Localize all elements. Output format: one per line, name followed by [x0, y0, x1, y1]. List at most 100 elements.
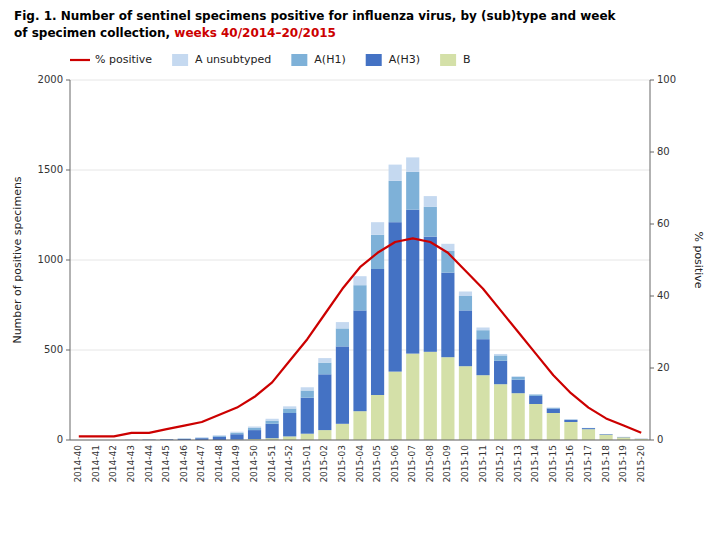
- legend-label: A unsubtyped: [195, 53, 271, 66]
- bar: [547, 407, 560, 408]
- bar: [301, 387, 314, 390]
- bar: [371, 395, 384, 440]
- y-tick-label: 0: [57, 434, 63, 445]
- bar: [389, 372, 402, 440]
- bar: [617, 436, 630, 437]
- y2-tick: [650, 368, 654, 369]
- bar: [459, 296, 472, 310]
- bar: [599, 435, 612, 440]
- bar: [494, 384, 507, 440]
- bar: [389, 181, 402, 222]
- bar: [353, 310, 366, 411]
- x-tick-label: 2014-47: [196, 445, 206, 483]
- bar: [424, 196, 437, 207]
- legend-label: % positive: [95, 53, 152, 66]
- bar: [599, 434, 612, 436]
- title-part: of specimen collection,: [14, 26, 174, 40]
- x-tick-label: 2015-02: [319, 445, 329, 483]
- bar: [336, 424, 349, 440]
- bar: [248, 430, 261, 439]
- y-tick-label: 1500: [38, 164, 63, 175]
- y-tick: [66, 80, 70, 81]
- bar: [389, 165, 402, 181]
- bar: [283, 413, 296, 436]
- x-tick-label: 2015-16: [565, 445, 575, 483]
- x-axis: [70, 440, 650, 441]
- y-tick: [66, 440, 70, 441]
- bar: [599, 434, 612, 435]
- x-tick-label: 2015-10: [460, 445, 470, 483]
- legend-swatch: [366, 54, 382, 66]
- bar: [178, 438, 191, 439]
- grid-line: [70, 260, 650, 261]
- bar: [230, 432, 243, 433]
- bar: [529, 404, 542, 440]
- bar: [283, 436, 296, 440]
- bar: [195, 437, 208, 438]
- chart: Fig. 1. Number of sentinel specimens pos…: [0, 0, 720, 540]
- bar: [494, 354, 507, 355]
- y2-tick-label: 60: [657, 218, 670, 229]
- x-tick-label: 2014-46: [179, 445, 189, 483]
- x-tick-label: 2015-17: [583, 445, 593, 483]
- x-tick-label: 2015-14: [530, 445, 540, 483]
- bar: [582, 427, 595, 428]
- bar: [248, 428, 261, 430]
- x-tick-label: 2015-06: [390, 445, 400, 483]
- bar: [476, 375, 489, 440]
- y-tick-label: 1000: [38, 254, 63, 265]
- bar: [582, 429, 595, 440]
- bar: [283, 406, 296, 408]
- bar: [547, 407, 560, 409]
- y2-tick-label: 80: [657, 146, 670, 157]
- x-tick-label: 2015-04: [355, 445, 365, 483]
- bar: [213, 435, 226, 437]
- legend-label: A(H1): [314, 53, 345, 66]
- bar: [564, 419, 577, 420]
- plot-marks: [79, 157, 648, 440]
- y-tick: [66, 350, 70, 351]
- bar: [318, 363, 331, 375]
- bar: [635, 438, 648, 439]
- y2-tick: [650, 224, 654, 225]
- y2-tick: [650, 152, 654, 153]
- bar: [564, 422, 577, 440]
- x-tick-label: 2015-12: [495, 445, 505, 483]
- x-tick-label: 2015-11: [478, 445, 488, 483]
- bar: [301, 391, 314, 398]
- x-tick-label: 2015-08: [425, 445, 435, 483]
- bar: [318, 358, 331, 363]
- title-line: of specimen collection, weeks 40/2014–20…: [14, 26, 336, 40]
- x-tick-label: 2014-44: [144, 445, 154, 483]
- y2-tick-label: 0: [657, 434, 663, 445]
- legend-swatch: [291, 54, 307, 66]
- x-tick-label: 2015-19: [618, 445, 628, 483]
- bar: [318, 374, 331, 430]
- bar: [564, 419, 577, 420]
- bar: [266, 419, 279, 421]
- x-tick-label: 2015-20: [636, 445, 646, 483]
- x-tick-label: 2014-43: [126, 445, 136, 483]
- grid-line: [70, 440, 650, 441]
- bar: [582, 427, 595, 428]
- title: Fig. 1. Number of sentinel specimens pos…: [14, 9, 617, 23]
- bar: [371, 222, 384, 235]
- bar: [301, 398, 314, 434]
- x-tick-label: 2015-13: [513, 445, 523, 483]
- bar: [283, 409, 296, 414]
- x-tick-label: 2015-01: [302, 445, 312, 483]
- legend-label: B: [463, 53, 471, 66]
- x-tick-label: 2014-45: [161, 445, 171, 483]
- bar: [178, 438, 191, 439]
- bar: [599, 434, 612, 435]
- bar: [336, 328, 349, 346]
- bar: [529, 394, 542, 395]
- bar: [476, 330, 489, 339]
- y-tick: [66, 260, 70, 261]
- bar: [248, 427, 261, 428]
- y2-tick: [650, 80, 654, 81]
- bar: [459, 292, 472, 297]
- bar: [266, 421, 279, 424]
- legend-swatch: [70, 59, 90, 61]
- y2-tick: [650, 296, 654, 297]
